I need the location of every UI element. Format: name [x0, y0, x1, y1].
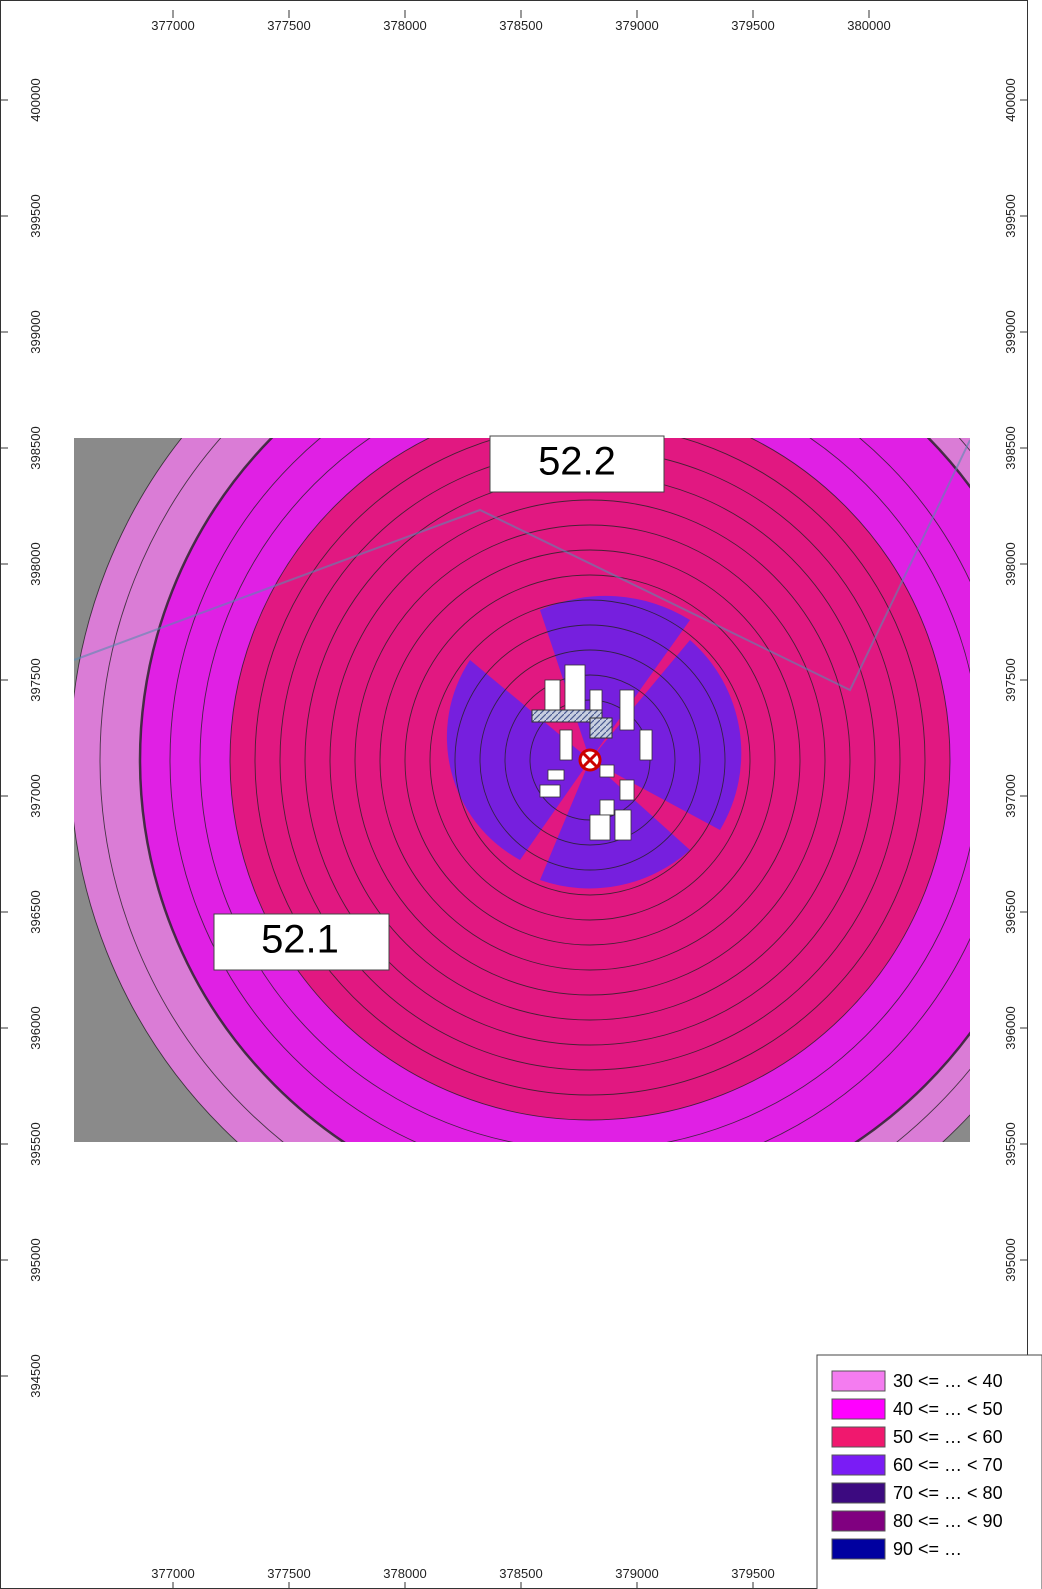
legend-swatch	[832, 1511, 885, 1531]
x-tick-label: 378000	[383, 1566, 426, 1581]
y-tick-label: 398500	[1003, 426, 1018, 469]
legend-label: 50 <= … < 60	[893, 1427, 1003, 1447]
y-tick-label: 396000	[28, 1006, 43, 1049]
legend-swatch	[832, 1371, 885, 1391]
y-tick-label: 396000	[1003, 1006, 1018, 1049]
x-tick-label: 378500	[499, 1566, 542, 1581]
x-tick-label: 378500	[499, 18, 542, 33]
y-tick-label: 396500	[1003, 890, 1018, 933]
legend-label: 90 <= …	[893, 1539, 962, 1559]
x-tick-label: 379000	[615, 1566, 658, 1581]
x-tick-label: 377500	[267, 18, 310, 33]
x-tick-label: 377500	[267, 1566, 310, 1581]
legend-label: 70 <= … < 80	[893, 1483, 1003, 1503]
y-tick-label: 395000	[1003, 1238, 1018, 1281]
legend-swatch	[832, 1539, 885, 1559]
legend-swatch	[832, 1427, 885, 1447]
x-tick-label: 378000	[383, 18, 426, 33]
y-tick-label: 395500	[1003, 1122, 1018, 1165]
y-tick-label: 396500	[28, 890, 43, 933]
y-tick-label: 400000	[28, 78, 43, 121]
legend-label: 30 <= … < 40	[893, 1371, 1003, 1391]
y-tick-label: 395000	[28, 1238, 43, 1281]
map-label: 52.2	[538, 440, 616, 484]
y-tick-label: 397500	[1003, 658, 1018, 701]
y-tick-label: 398000	[28, 542, 43, 585]
legend-label: 60 <= … < 70	[893, 1455, 1003, 1475]
legend-label: 80 <= … < 90	[893, 1511, 1003, 1531]
legend-entries: 30 <= … < 40 40 <= … < 50 50 <= … < 60 60 <…	[832, 1371, 1003, 1559]
x-tick-label: 377000	[151, 18, 194, 33]
y-tick-label: 399500	[28, 194, 43, 237]
legend-label: 40 <= … < 50	[893, 1399, 1003, 1419]
x-tick-label: 380000	[847, 18, 890, 33]
x-tick-label: 379500	[731, 18, 774, 33]
x-tick-label: 377000	[151, 1566, 194, 1581]
y-tick-label: 400000	[1003, 78, 1018, 121]
legend-swatch	[832, 1455, 885, 1475]
hatched-building	[590, 718, 612, 738]
y-tick-label: 395500	[28, 1122, 43, 1165]
y-tick-label: 399000	[1003, 310, 1018, 353]
x-tick-label: 379500	[731, 1566, 774, 1581]
x-tick-label: 379000	[615, 18, 658, 33]
y-tick-label: 394500	[28, 1354, 43, 1397]
noise-map: 52.2 52.1 377000 377500 378000 378500 379000…	[0, 0, 1042, 1589]
y-tick-label: 399500	[1003, 194, 1018, 237]
y-tick-label: 397000	[28, 774, 43, 817]
y-tick-label: 397000	[1003, 774, 1018, 817]
y-tick-label: 398500	[28, 426, 43, 469]
legend-swatch	[832, 1399, 885, 1419]
y-tick-label: 398000	[1003, 542, 1018, 585]
map-label: 52.1	[261, 918, 339, 962]
y-tick-label: 397500	[28, 658, 43, 701]
legend-swatch	[832, 1483, 885, 1503]
y-tick-label: 399000	[28, 310, 43, 353]
